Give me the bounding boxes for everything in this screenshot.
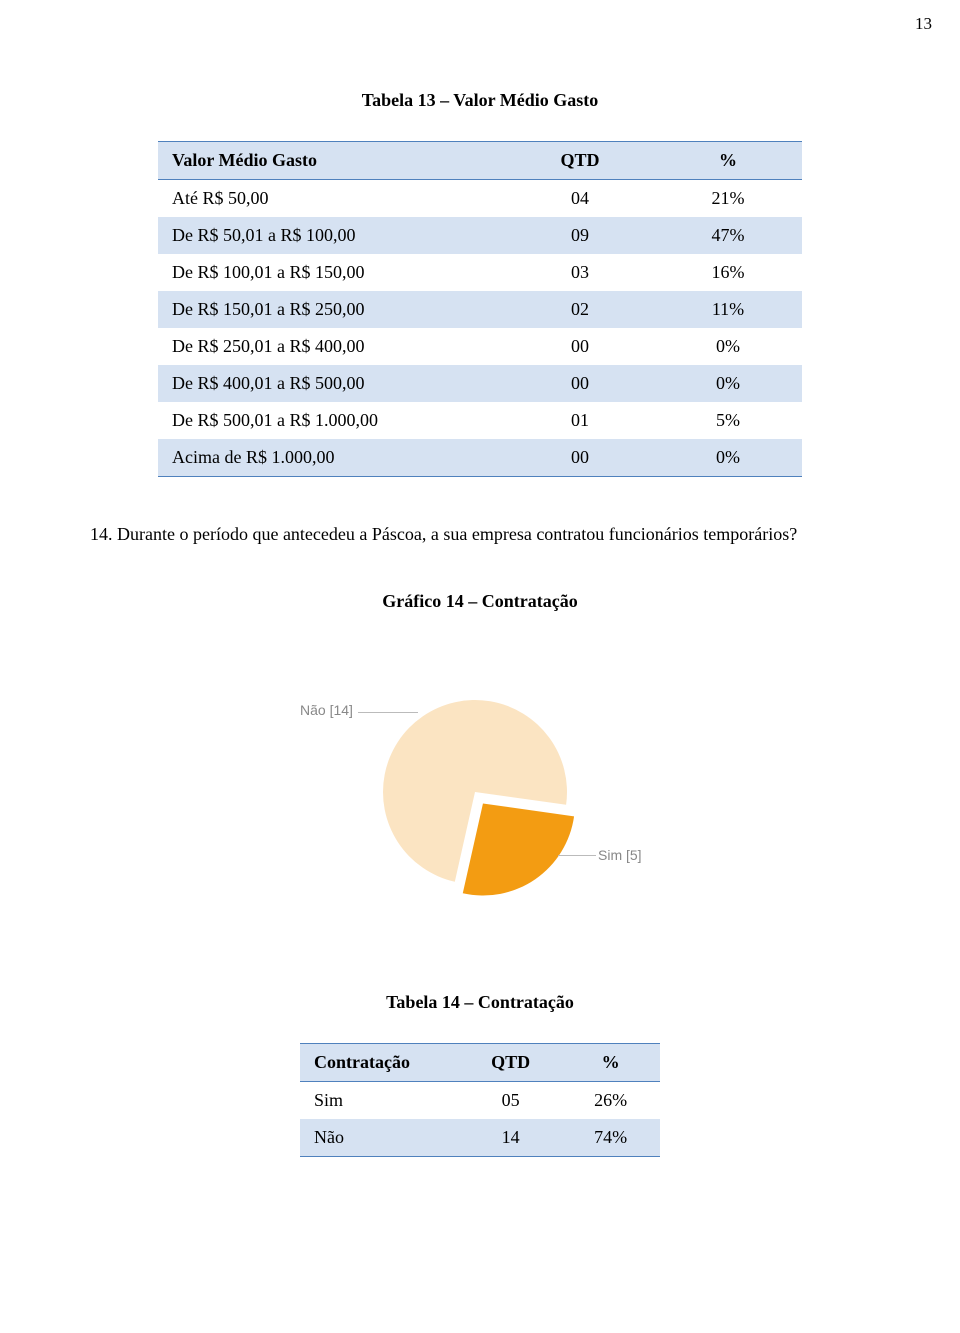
table-row: Sim0526%	[300, 1082, 660, 1120]
table-row: De R$ 250,01 a R$ 400,00000%	[158, 328, 802, 365]
col-header: QTD	[460, 1044, 561, 1082]
chart14-title: Gráfico 14 – Contratação	[90, 591, 870, 612]
col-header: QTD	[506, 142, 654, 180]
col-header: %	[654, 142, 802, 180]
table-cell: 5%	[654, 402, 802, 439]
table-cell: De R$ 100,01 a R$ 150,00	[158, 254, 506, 291]
table-cell: 11%	[654, 291, 802, 328]
table-cell: 00	[506, 439, 654, 477]
pie-svg	[300, 662, 660, 922]
page-number: 13	[915, 14, 932, 34]
table13: Valor Médio GastoQTD% Até R$ 50,000421%D…	[158, 141, 802, 477]
table-cell: 01	[506, 402, 654, 439]
table-cell: Até R$ 50,00	[158, 180, 506, 218]
table-cell: 09	[506, 217, 654, 254]
table-cell: Não	[300, 1119, 460, 1157]
table-row: Até R$ 50,000421%	[158, 180, 802, 218]
table-cell: 03	[506, 254, 654, 291]
table-row: Não1474%	[300, 1119, 660, 1157]
table14: ContrataçãoQTD% Sim0526%Não1474%	[300, 1043, 660, 1157]
question-14-number: 14.	[90, 517, 113, 551]
table-row: De R$ 100,01 a R$ 150,000316%	[158, 254, 802, 291]
pie-label-nao: Não [14]	[300, 702, 353, 718]
table-cell: 47%	[654, 217, 802, 254]
table14-title: Tabela 14 – Contratação	[90, 992, 870, 1013]
question-14: 14. Durante o período que antecedeu a Pá…	[90, 517, 870, 551]
pie-slice-sim	[463, 804, 574, 896]
table-cell: De R$ 400,01 a R$ 500,00	[158, 365, 506, 402]
table-cell: Acima de R$ 1.000,00	[158, 439, 506, 477]
chart14-pie: Não [14] Sim [5]	[300, 662, 660, 922]
leader-nao	[358, 712, 418, 713]
table-row: Acima de R$ 1.000,00000%	[158, 439, 802, 477]
table-cell: 21%	[654, 180, 802, 218]
col-header: %	[561, 1044, 660, 1082]
table-cell: 0%	[654, 439, 802, 477]
table-cell: 14	[460, 1119, 561, 1157]
table-cell: 05	[460, 1082, 561, 1120]
table-cell: 00	[506, 365, 654, 402]
table13-header-row: Valor Médio GastoQTD%	[158, 142, 802, 180]
leader-sim	[558, 855, 596, 856]
table-row: De R$ 50,01 a R$ 100,000947%	[158, 217, 802, 254]
table-cell: 74%	[561, 1119, 660, 1157]
pie-label-sim: Sim [5]	[598, 847, 642, 863]
table-cell: De R$ 150,01 a R$ 250,00	[158, 291, 506, 328]
col-header: Valor Médio Gasto	[158, 142, 506, 180]
table-cell: 26%	[561, 1082, 660, 1120]
table-row: De R$ 400,01 a R$ 500,00000%	[158, 365, 802, 402]
page: 13 Tabela 13 – Valor Médio Gasto Valor M…	[0, 0, 960, 1333]
table-cell: Sim	[300, 1082, 460, 1120]
table-cell: 16%	[654, 254, 802, 291]
table-row: De R$ 150,01 a R$ 250,000211%	[158, 291, 802, 328]
table-cell: 0%	[654, 365, 802, 402]
table-cell: De R$ 250,01 a R$ 400,00	[158, 328, 506, 365]
table-cell: 0%	[654, 328, 802, 365]
table-row: De R$ 500,01 a R$ 1.000,00015%	[158, 402, 802, 439]
table-cell: De R$ 50,01 a R$ 100,00	[158, 217, 506, 254]
table-cell: 00	[506, 328, 654, 365]
table13-title: Tabela 13 – Valor Médio Gasto	[90, 90, 870, 111]
table-cell: 02	[506, 291, 654, 328]
table-cell: 04	[506, 180, 654, 218]
col-header: Contratação	[300, 1044, 460, 1082]
question-14-text: Durante o período que antecedeu a Páscoa…	[117, 524, 797, 544]
table14-header-row: ContrataçãoQTD%	[300, 1044, 660, 1082]
table-cell: De R$ 500,01 a R$ 1.000,00	[158, 402, 506, 439]
